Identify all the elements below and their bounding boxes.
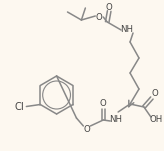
- Text: O: O: [84, 125, 91, 133]
- Text: O: O: [100, 100, 107, 109]
- Text: O: O: [152, 90, 158, 98]
- Text: NH: NH: [109, 114, 122, 124]
- Text: Cl: Cl: [15, 103, 24, 112]
- Text: NH: NH: [121, 24, 133, 34]
- Text: O: O: [96, 13, 103, 21]
- Text: OH: OH: [149, 116, 163, 125]
- Text: O: O: [106, 3, 113, 13]
